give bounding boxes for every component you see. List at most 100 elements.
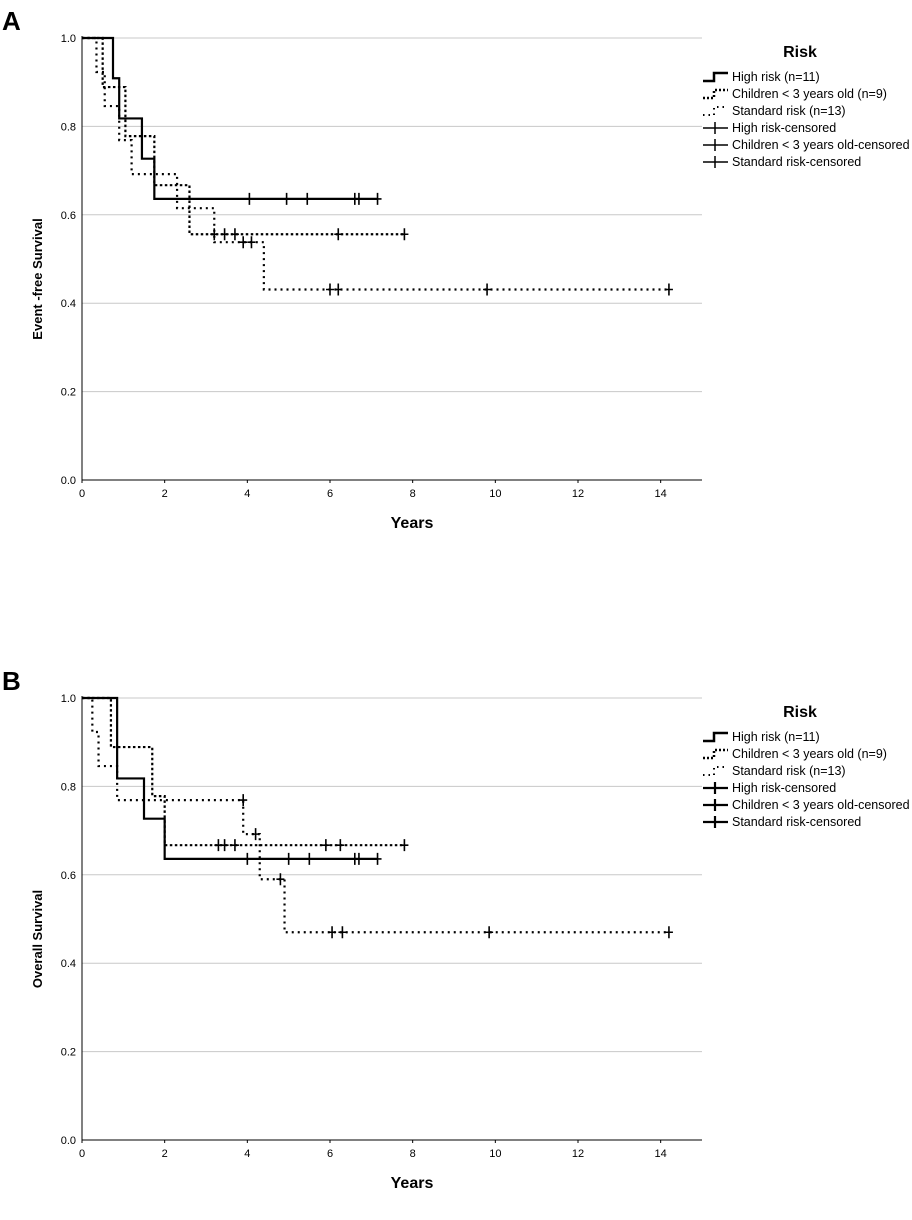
y-tick-label: 0.8 xyxy=(61,781,76,793)
sparse-dotted-step-line-icon xyxy=(703,106,728,116)
censor-cross-icon xyxy=(703,122,728,134)
panel-label: A xyxy=(2,6,21,36)
series-children-under-3 xyxy=(82,36,405,236)
censor-mark xyxy=(338,926,347,939)
censor-cross-icon xyxy=(703,782,728,794)
censor-mark xyxy=(334,228,343,241)
x-tick-label: 2 xyxy=(162,488,168,500)
legend-item-high-risk: High risk (n=11) xyxy=(700,730,910,747)
legend-item-high-risk-censored: High risk-censored xyxy=(700,121,910,138)
x-tick-label: 4 xyxy=(244,1148,250,1160)
x-tick-label: 6 xyxy=(327,1148,333,1160)
legend-title: Risk xyxy=(783,704,817,721)
censor-mark xyxy=(400,839,409,852)
censor-mark xyxy=(305,852,314,865)
x-tick-label: 4 xyxy=(244,488,250,500)
legend-label: Children < 3 years old-censored xyxy=(732,798,910,812)
legend-label: Children < 3 years old (n=9) xyxy=(732,747,887,761)
legend-label: High risk (n=11) xyxy=(732,730,820,744)
censor-mark xyxy=(373,192,382,205)
legend-label: High risk-censored xyxy=(732,121,837,135)
x-tick-label: 14 xyxy=(655,1148,667,1160)
y-tick-label: 0.2 xyxy=(61,1047,76,1059)
y-axis-title: Overall Survival xyxy=(30,890,45,988)
x-tick-label: 6 xyxy=(327,488,333,500)
censor-mark xyxy=(336,839,345,852)
censor-cross-icon xyxy=(703,816,728,828)
censor-mark xyxy=(230,228,239,241)
censor-mark xyxy=(328,926,337,939)
censor-mark xyxy=(664,283,673,296)
censor-mark xyxy=(220,839,229,852)
censor-cross-icon xyxy=(703,799,728,811)
censor-mark xyxy=(245,192,254,205)
legend-label: Standard risk-censored xyxy=(732,815,862,829)
km-plot-event-free: 0.0 0.2 0.4 0.6 0.8 1.0 0 2 4 6 8 10 12 14 Years Event … xyxy=(30,33,702,532)
x-axis-title: Years xyxy=(391,1175,434,1192)
y-tick-label: 0.4 xyxy=(61,298,76,310)
legend-item-standard: Standard risk (n=13) xyxy=(700,764,910,781)
x-tick-label: 0 xyxy=(79,488,85,500)
series-high-risk xyxy=(82,36,378,200)
censor-mark xyxy=(251,828,260,841)
legend-title: Risk xyxy=(783,44,817,61)
legend: Risk High risk (n=11) Children < 3 years… xyxy=(700,704,910,832)
dotted-step-line-icon xyxy=(703,88,728,100)
x-tick-label: 10 xyxy=(489,488,501,500)
series-children-under-3 xyxy=(82,696,405,847)
censor-mark xyxy=(303,192,312,205)
series-high-risk xyxy=(82,696,378,860)
y-tick-label: 0.4 xyxy=(61,958,76,970)
legend-item-high-risk: High risk (n=11) xyxy=(700,70,910,87)
censor-mark xyxy=(247,236,256,249)
x-tick-label: 8 xyxy=(410,1148,416,1160)
series-standard-risk xyxy=(82,36,669,291)
legend-label: Children < 3 years old-censored xyxy=(732,138,910,152)
y-tick-label: 0.2 xyxy=(61,387,76,399)
x-tick-label: 0 xyxy=(79,1148,85,1160)
legend-label: High risk-censored xyxy=(732,781,837,795)
y-tick-label: 0.8 xyxy=(61,121,76,133)
legend-label: Standard risk-censored xyxy=(732,155,862,169)
censor-mark xyxy=(400,228,409,241)
censor-mark xyxy=(483,283,492,296)
legend-item-high-risk-censored: High risk-censored xyxy=(700,781,910,798)
x-tick-label: 12 xyxy=(572,1148,584,1160)
censor-cross-icon xyxy=(703,156,728,168)
panel-a: A 0.0 0.2 0.4 0.6 0.8 1.0 0 2 4 6 8 10 12 14 Years Even… xyxy=(0,0,912,560)
y-tick-label: 1.0 xyxy=(61,33,76,45)
censor-mark xyxy=(239,794,248,807)
km-plot-overall: 0.0 0.2 0.4 0.6 0.8 1.0 0 2 4 6 8 10 12 14 Years Overal… xyxy=(30,693,702,1192)
legend-label: Children < 3 years old (n=9) xyxy=(732,87,887,101)
y-tick-label: 0.6 xyxy=(61,870,76,882)
solid-step-line-icon xyxy=(703,731,728,743)
series-standard-risk xyxy=(82,696,669,934)
legend-item-standard: Standard risk (n=13) xyxy=(700,104,910,121)
censor-mark xyxy=(326,283,334,296)
x-tick-label: 8 xyxy=(410,488,416,500)
solid-step-line-icon xyxy=(703,71,728,83)
censor-mark xyxy=(230,839,239,852)
sparse-dotted-step-line-icon xyxy=(703,766,728,776)
legend: Risk High risk (n=11) Children < 3 years… xyxy=(700,44,910,172)
censor-mark xyxy=(321,839,330,852)
panel-label: B xyxy=(2,666,21,696)
censor-mark xyxy=(354,192,363,205)
panel-b: B 0.0 0.2 0.4 0.6 0.8 1.0 0 2 4 6 8 10 12 14 Years Over… xyxy=(0,660,912,1220)
censor-mark xyxy=(373,852,382,865)
x-axis-title: Years xyxy=(391,515,434,532)
legend-item-standard-censored: Standard risk-censored xyxy=(700,155,910,172)
censor-mark xyxy=(282,192,291,205)
censor-mark xyxy=(239,236,248,249)
x-tick-label: 2 xyxy=(162,1148,168,1160)
legend-item-standard-censored: Standard risk-censored xyxy=(700,815,910,832)
censor-mark xyxy=(485,926,494,939)
dotted-step-line-icon xyxy=(703,748,728,760)
legend-label: High risk (n=11) xyxy=(732,70,820,84)
y-tick-label: 0.0 xyxy=(61,475,76,487)
legend-label: Standard risk (n=13) xyxy=(732,104,846,118)
y-tick-label: 1.0 xyxy=(61,693,76,705)
legend-label: Standard risk (n=13) xyxy=(732,764,846,778)
censor-mark xyxy=(664,926,673,939)
censor-mark xyxy=(334,283,343,296)
